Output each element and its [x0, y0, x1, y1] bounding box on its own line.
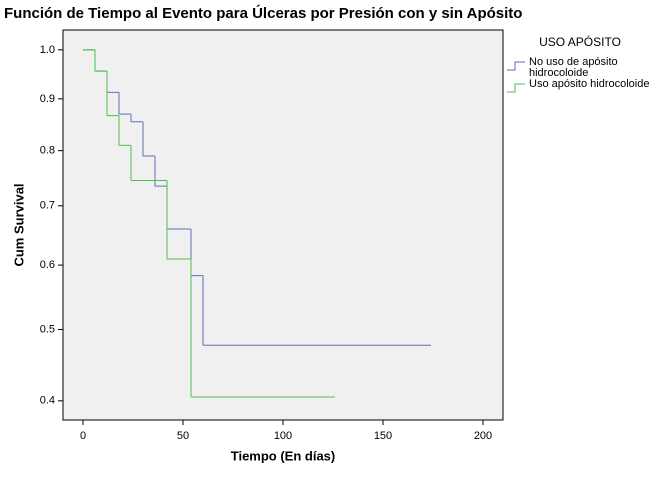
- x-tick-label: 50: [177, 430, 189, 442]
- plot-area: [62, 29, 504, 421]
- chart-title: Función de Tiempo al Evento para Úlceras…: [4, 4, 522, 22]
- legend-label: Uso apósito hidrocoloide: [529, 78, 649, 90]
- y-axis-label: Cum Survival: [11, 183, 26, 266]
- y-tick-label: 0.6: [40, 259, 55, 271]
- legend-swatch: [507, 83, 525, 93]
- x-tick-label: 150: [374, 430, 392, 442]
- y-tick-label: 0.7: [40, 200, 55, 212]
- x-tick-label: 0: [80, 430, 86, 442]
- legend-swatch: [507, 61, 525, 71]
- x-tick-label: 200: [474, 430, 492, 442]
- legend-title: USO APÓSITO: [539, 34, 621, 49]
- legend-label: No uso de apósito hidrocoloide: [529, 56, 618, 79]
- x-tick-label: 100: [274, 430, 292, 442]
- y-tick-label: 0.8: [40, 145, 55, 157]
- y-tick-label: 0.9: [40, 93, 55, 105]
- y-tick-label: 1.0: [40, 44, 55, 56]
- x-axis-label: Tiempo (En días): [231, 448, 336, 463]
- y-tick-label: 0.4: [40, 395, 55, 407]
- y-tick-label: 0.5: [40, 323, 55, 335]
